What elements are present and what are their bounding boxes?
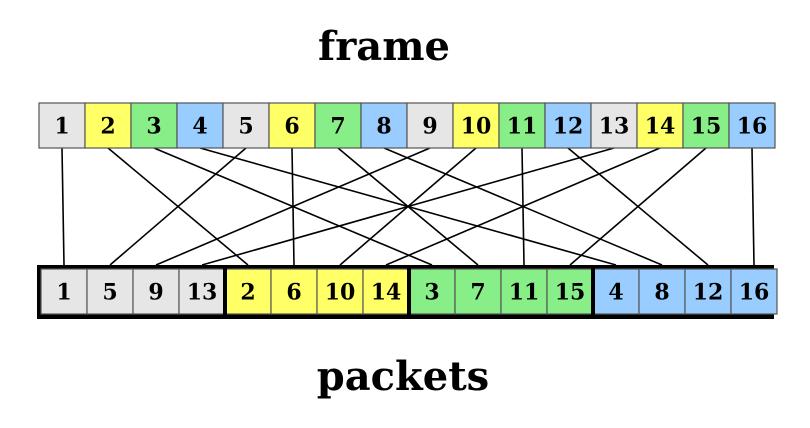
frame-cell <box>130 102 178 149</box>
packet-cell <box>132 268 180 315</box>
frame-cell-label: 16 <box>737 114 768 140</box>
frame-cell-label: 15 <box>691 114 722 140</box>
packets-title: packets <box>317 353 489 400</box>
wire-line <box>201 147 615 266</box>
frame-cell <box>268 102 316 149</box>
wire-connections <box>61 147 755 266</box>
packet-cell <box>362 268 410 315</box>
packet-cell-label: 13 <box>187 280 218 306</box>
packet-group-divider <box>591 267 595 316</box>
frame-cell-label: 9 <box>422 114 437 140</box>
packet-cell <box>316 268 364 315</box>
frame-cell-label: 7 <box>330 114 345 140</box>
frame-cell <box>636 102 684 149</box>
packet-cell-label: 14 <box>371 280 402 306</box>
frame-cell <box>84 102 132 149</box>
frame-cell <box>452 102 500 149</box>
wire-line <box>109 147 247 266</box>
frame-cell-label: 14 <box>645 114 676 140</box>
frame-cell <box>38 102 86 149</box>
packet-cell-label: 3 <box>424 280 439 306</box>
frame-cell-label: 5 <box>238 114 253 140</box>
frame-cell <box>590 102 638 149</box>
packet-cell <box>500 268 548 315</box>
packet-cell <box>546 268 594 315</box>
wire-line <box>569 147 707 266</box>
packet-cell-label: 7 <box>470 280 485 306</box>
packet-cell-label: 6 <box>286 280 301 306</box>
packet-cell-label: 2 <box>240 280 255 306</box>
packet-cell-label: 8 <box>654 280 669 306</box>
frame-cell-label: 8 <box>376 114 391 140</box>
frame-cell-label: 4 <box>192 114 207 140</box>
frame-cell-label: 13 <box>599 114 630 140</box>
frame-cell-label: 11 <box>507 114 538 140</box>
frame-cell <box>222 102 270 149</box>
packet-cell-label: 5 <box>102 280 117 306</box>
frame-cell-label: 12 <box>553 114 584 140</box>
packet-cell <box>86 268 134 315</box>
packet-cell-label: 10 <box>325 280 356 306</box>
frame-cell-label: 1 <box>54 114 69 140</box>
wire-line <box>155 147 431 266</box>
frame-cell-label: 2 <box>100 114 115 140</box>
packet-cell-label: 11 <box>509 280 540 306</box>
frame-row: 1 2 3 4 5 6 7 8 9 10 11 12 13 14 15 16 <box>38 102 776 149</box>
packet-cell <box>40 268 88 315</box>
frame-cell <box>406 102 454 149</box>
frame-cell <box>682 102 730 149</box>
frame-title: frame <box>318 23 450 70</box>
frame-cell-label: 10 <box>461 114 492 140</box>
wire-line <box>61 147 65 266</box>
packet-cell <box>592 268 640 315</box>
frame-cell <box>314 102 362 149</box>
packet-cell <box>178 268 226 315</box>
frame-cell-label: 3 <box>146 114 161 140</box>
wire-line <box>385 147 661 266</box>
frame-cell <box>728 102 776 149</box>
packet-cell-label: 1 <box>56 280 71 306</box>
packet-group-divider <box>223 267 227 316</box>
packet-cell-label: 9 <box>148 280 163 306</box>
packet-cell-label: 4 <box>608 280 623 306</box>
wire-line <box>751 147 755 266</box>
packet-cell-label: 12 <box>693 280 724 306</box>
frame-cell <box>176 102 224 149</box>
packet-cell <box>638 268 686 315</box>
packets-row: 1 5 9 13 2 6 10 14 3 7 11 15 4 8 12 16 <box>40 267 778 316</box>
frame-cell <box>498 102 546 149</box>
packet-cell <box>730 268 778 315</box>
packet-cell-label: 15 <box>555 280 586 306</box>
packet-cell <box>224 268 272 315</box>
packet-cell-label: 16 <box>739 280 770 306</box>
frame-cell-label: 6 <box>284 114 299 140</box>
packet-group-divider <box>407 267 411 316</box>
